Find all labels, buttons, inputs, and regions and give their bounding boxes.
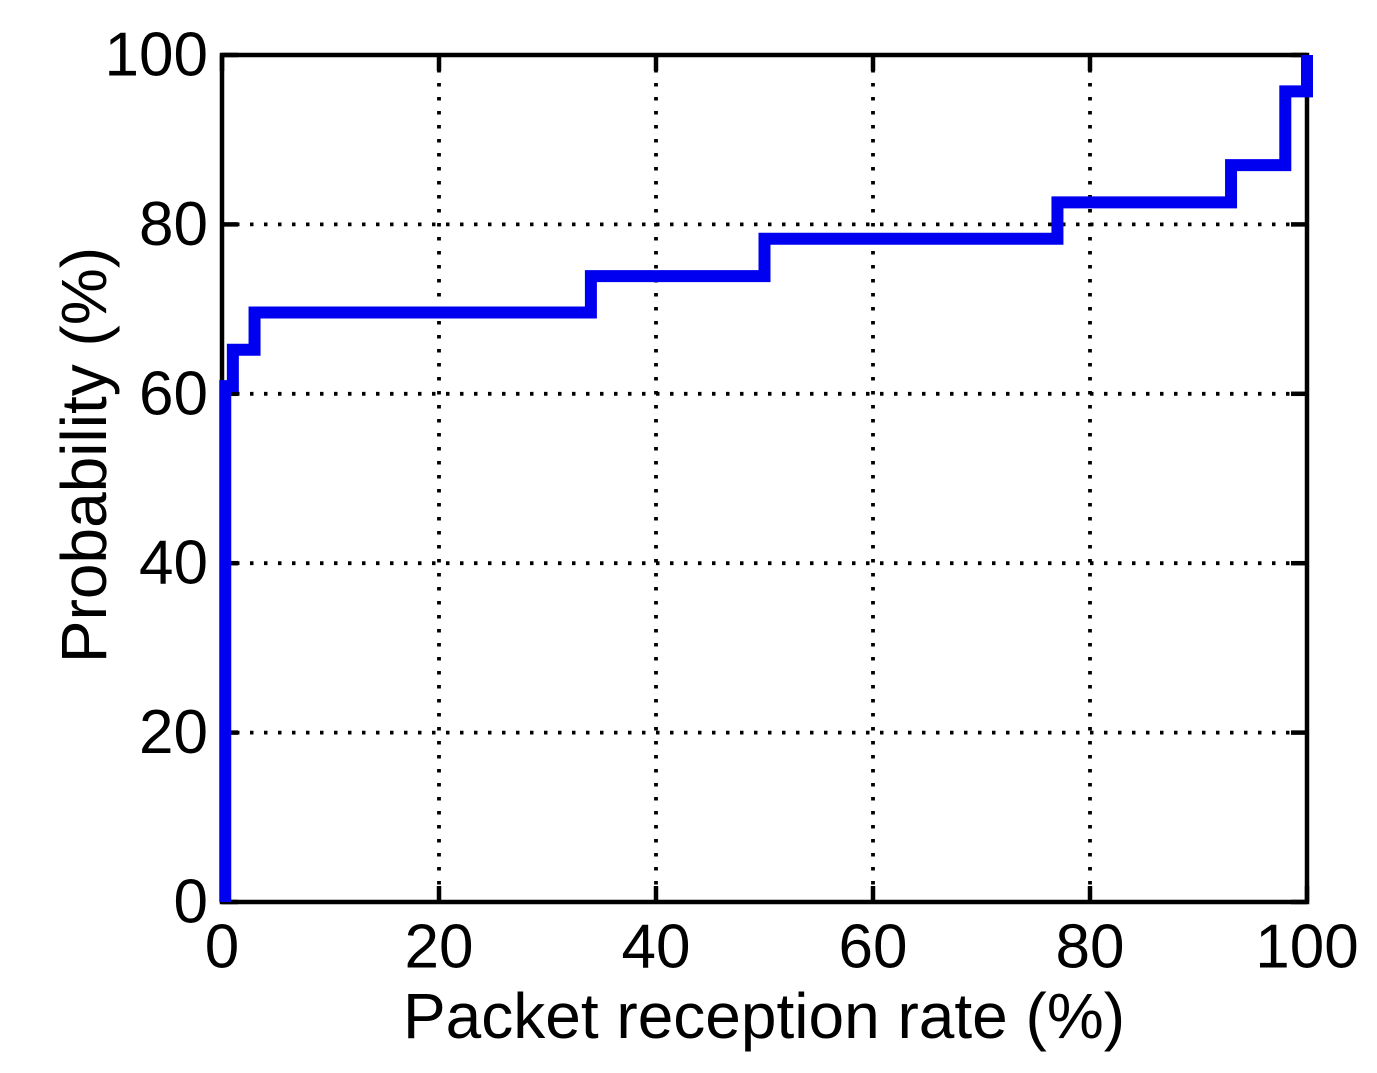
x-axis-label: Packet reception rate (%)	[403, 980, 1125, 1052]
y-tick-label-60: 60	[139, 359, 208, 428]
y-axis-label: Probability (%)	[48, 247, 120, 663]
x-tick-label-100: 100	[1255, 913, 1358, 982]
tick-marks-layer	[219, 52, 1310, 905]
x-tick-label-80: 80	[1056, 913, 1125, 982]
cdf-step-line	[219, 55, 1313, 902]
y-tick-label-80: 80	[139, 190, 208, 259]
y-tick-labels: 0 20 40 60 80 100	[105, 21, 208, 937]
x-tick-label-0: 0	[205, 913, 239, 982]
x-tick-label-40: 40	[622, 913, 691, 982]
x-tick-labels: 0 20 40 60 80 100	[205, 913, 1359, 982]
y-tick-label-20: 20	[139, 698, 208, 767]
grid-layer	[222, 55, 1307, 902]
x-tick-label-20: 20	[405, 913, 474, 982]
x-tick-label-60: 60	[839, 913, 908, 982]
y-tick-label-100: 100	[105, 21, 208, 90]
plot-border	[219, 52, 1310, 905]
y-tick-label-40: 40	[139, 529, 208, 598]
y-tick-label-0: 0	[174, 868, 208, 937]
